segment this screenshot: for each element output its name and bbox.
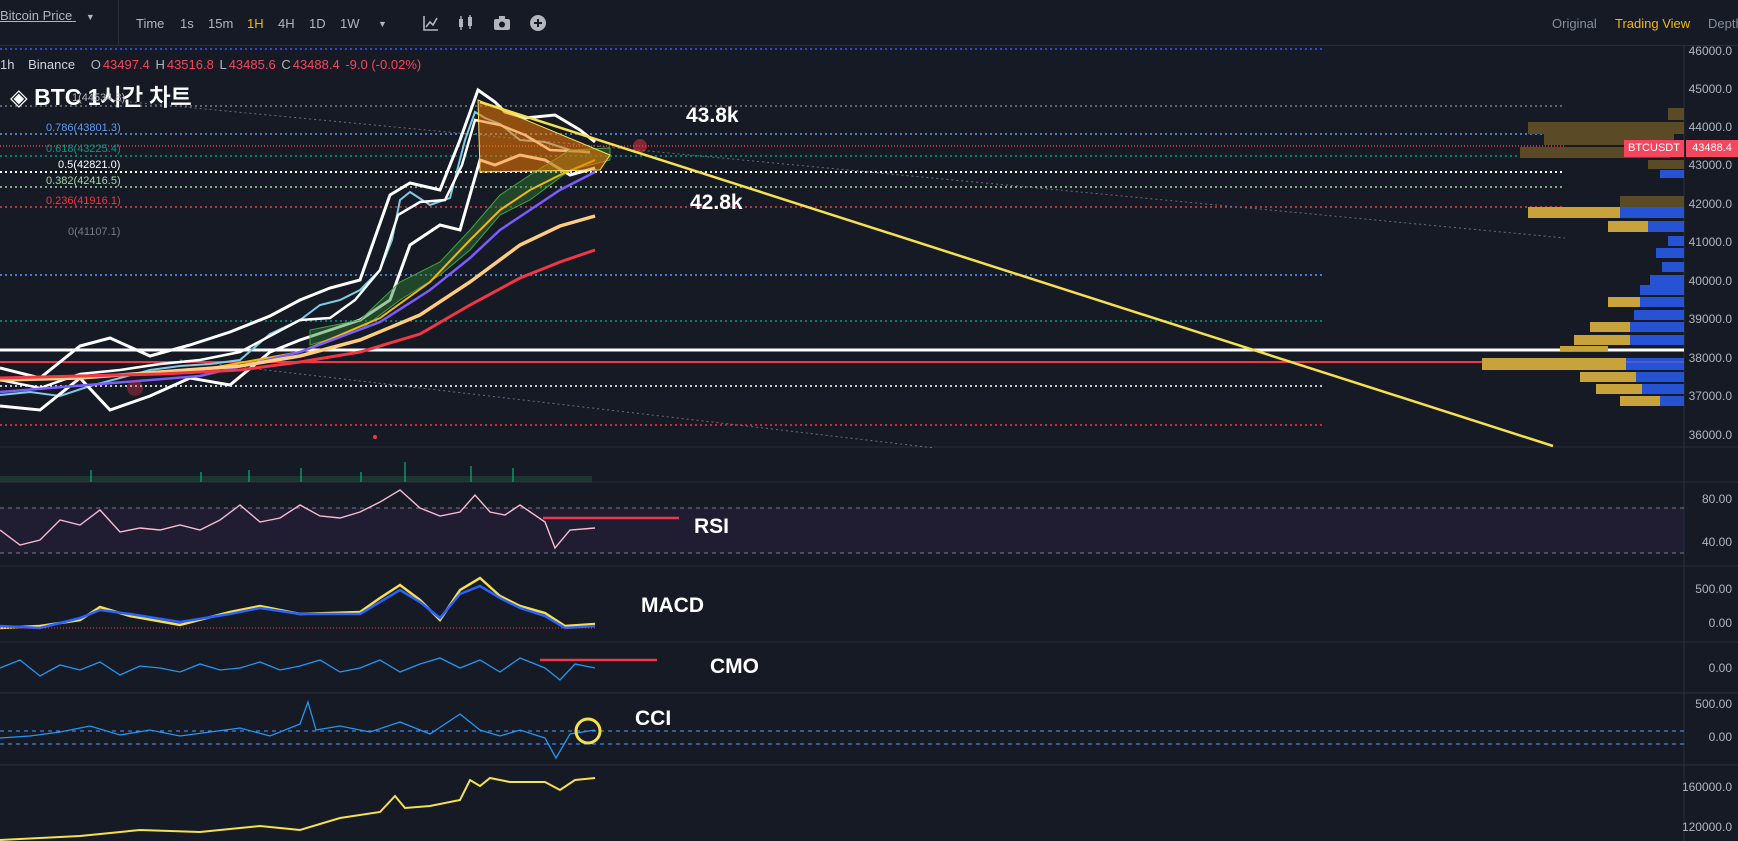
last-price-badge: 43488.4	[1686, 140, 1738, 157]
fib-label-0236: 0.236(41916.1)	[46, 195, 121, 207]
tab-original[interactable]: Original	[1552, 16, 1597, 31]
channel-line-upper	[109, 99, 1566, 239]
price-axis-label: 36000.0	[1688, 428, 1732, 442]
chart-toolbar: Bitcoin Price ▼ Time 1s 15m 1H 4H 1D 1W …	[0, 0, 1738, 46]
symbol-price-badge: BTCUSDT	[1624, 140, 1684, 157]
legend-close-label: C	[281, 57, 291, 72]
price-axis-label: 43000.0	[1688, 158, 1732, 172]
legend-high-label: H	[155, 57, 165, 72]
macd-axis-label: 0.00	[1708, 616, 1732, 630]
symbol-selector[interactable]: Bitcoin Price ▼	[0, 8, 95, 23]
cci-axis-label: 0.00	[1708, 730, 1732, 744]
fib-label-0786: 0.786(43801.3)	[46, 122, 121, 134]
price-series	[0, 87, 647, 439]
fib-label-0618: 0.618(43225.4)	[46, 143, 121, 155]
cmo-axis-label: 0.00	[1708, 661, 1732, 675]
tab-depth[interactable]: Depth	[1708, 16, 1738, 31]
cmo-line	[0, 657, 596, 681]
macd-label: MACD	[641, 594, 704, 617]
timeframe-more-chevron-icon[interactable]: ▼	[378, 19, 387, 29]
legend-interval: 1h	[0, 57, 15, 72]
tab-trading-view[interactable]: Trading View	[1615, 16, 1691, 31]
symbol-label: Bitcoin Price	[0, 8, 73, 23]
timeframe-1h[interactable]: 1H	[247, 16, 264, 31]
timeframe-4h[interactable]: 4H	[278, 16, 295, 31]
macd-axis-label: 500.00	[1695, 582, 1732, 596]
timeframe-1d[interactable]: 1D	[309, 16, 326, 31]
chevron-down-icon: ▼	[85, 12, 95, 22]
pane-separators	[0, 46, 1738, 841]
price-axis-label: 40000.0	[1688, 274, 1732, 288]
channel-line-lower	[179, 359, 936, 449]
price-axis-label: 41000.0	[1688, 235, 1732, 249]
price-axis-label: 45000.0	[1688, 82, 1732, 96]
rsi-axis-label: 40.00	[1701, 535, 1732, 549]
timeframe-time[interactable]: Time	[136, 16, 165, 31]
chart-title: ◈ BTC 1시간 차트	[10, 84, 192, 110]
volume-profile	[1482, 108, 1684, 406]
cci-highlight-circle	[574, 717, 602, 745]
rsi-label: RSI	[694, 515, 730, 538]
support-annotation: 42.8k	[690, 191, 743, 214]
macd-line	[0, 584, 596, 630]
fib-lines	[0, 48, 1565, 426]
macd-signal	[0, 576, 596, 630]
cci-axis-label: 500.00	[1695, 697, 1732, 711]
price-axis-label: 39000.0	[1688, 312, 1732, 326]
cmo-label: CMO	[710, 655, 759, 678]
fib-label-0382: 0.382(42416.5)	[46, 175, 121, 187]
price-axis-label: 38000.0	[1688, 351, 1732, 365]
candle-type-icon[interactable]	[456, 13, 476, 33]
legend-open: 43497.4	[102, 57, 150, 72]
add-icon[interactable]	[528, 13, 548, 33]
legend-high: 43516.8	[166, 57, 214, 72]
timeframe-15m[interactable]: 15m	[208, 16, 234, 31]
rsi-line	[0, 489, 596, 550]
timeframe-1s[interactable]: 1s	[180, 16, 194, 31]
obv-axis-label: 160000.0	[1681, 780, 1732, 794]
resistance-annotation: 43.8k	[686, 104, 739, 127]
obv-line	[0, 776, 596, 841]
obv-axis-label: 120000.0	[1681, 820, 1732, 834]
volume-bars	[0, 462, 592, 482]
fib-label-1: 1(44534.8)	[72, 92, 126, 104]
cci-line	[0, 699, 596, 760]
rsi-axis-label: 80.00	[1701, 492, 1732, 506]
price-axis-label: 37000.0	[1688, 389, 1732, 403]
camera-icon[interactable]	[492, 13, 512, 33]
legend-open-label: O	[90, 57, 101, 72]
descending-trendline	[479, 100, 1554, 448]
legend-low-label: L	[219, 57, 227, 72]
price-axis-label: 44000.0	[1688, 120, 1732, 134]
timeframe-1w[interactable]: 1W	[340, 16, 360, 31]
rsi-band	[0, 508, 1684, 553]
price-axis-label: 42000.0	[1688, 197, 1732, 211]
toolbar-divider	[118, 0, 119, 46]
fib-label-05: 0.5(42821.0)	[58, 159, 121, 171]
fib-label-0: 0(41107.1)	[68, 226, 121, 238]
legend-exchange: Binance	[28, 57, 76, 72]
legend-change: -9.0 (-0.02%)	[345, 57, 422, 72]
legend-close: 43488.4	[292, 57, 340, 72]
cci-label: CCI	[635, 707, 672, 730]
indicators-icon[interactable]	[421, 13, 441, 33]
price-axis-label: 46000.0	[1688, 44, 1732, 58]
legend-low: 43485.6	[228, 57, 276, 72]
